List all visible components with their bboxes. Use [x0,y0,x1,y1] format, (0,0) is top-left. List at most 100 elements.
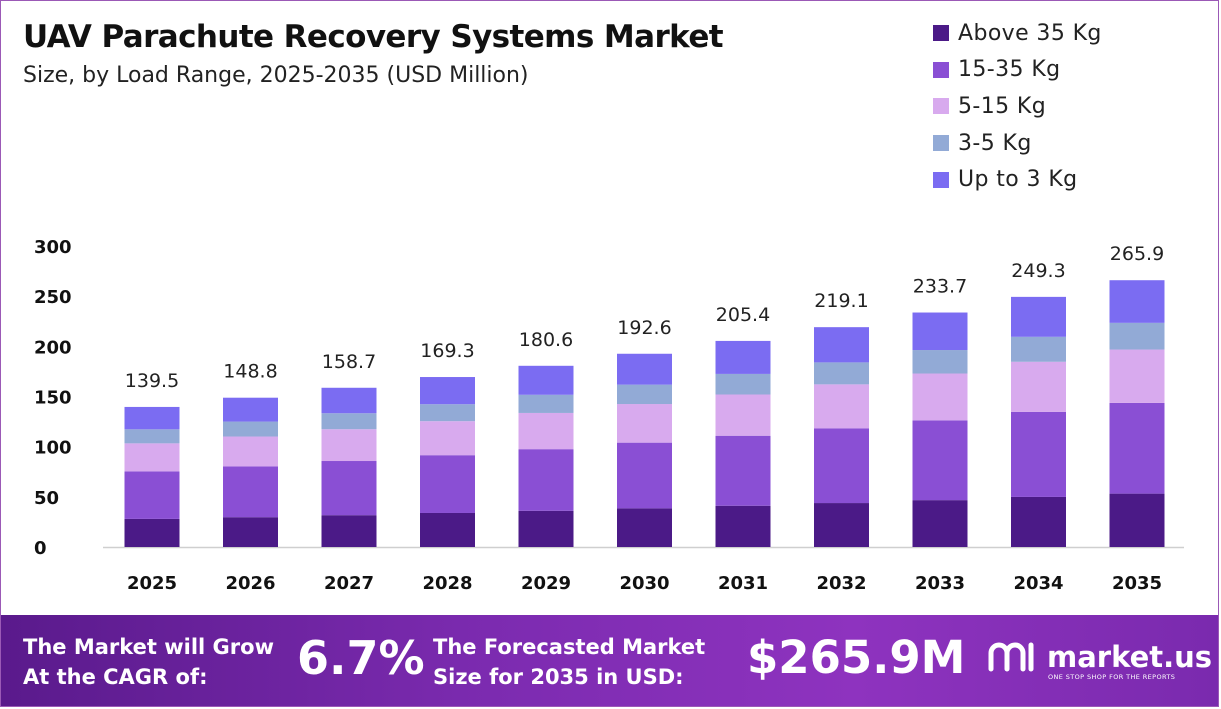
bar-total-label: 192.6 [617,317,671,339]
bar-segment [223,436,278,467]
bar-segment [518,412,574,450]
bar-segment [1109,402,1165,494]
chart-legend: Above 35 Kg 15-35 Kg 5-15 Kg 3-5 Kg Up t… [933,15,1102,198]
bar-segment [321,387,377,414]
cagr-caption-line2: At the CAGR of: [23,665,208,689]
bar-segment [814,327,869,363]
legend-label: 15-35 Kg [958,57,1061,83]
legend-item-15-35-kg: 15-35 Kg [933,52,1102,89]
y-tick-label: 0 [34,538,47,559]
bar-segment [912,350,968,374]
bar-segment [1011,296,1066,337]
bar-segment [321,461,377,516]
bar-segment [715,435,771,506]
bar-segment [420,404,475,422]
market-us-logo-icon [988,642,1034,672]
chart-header: UAV Parachute Recovery Systems Market Si… [23,19,724,88]
brand-logo[interactable]: market.us [987,639,1212,675]
legend-item-5-15-kg: 5-15 Kg [933,88,1102,125]
bar-segment [124,406,180,430]
bar-segment [617,384,672,405]
bar-segment [518,449,574,511]
legend-label: 3-5 Kg [958,130,1032,156]
bar-segment [420,377,475,405]
bar-segment [1109,322,1165,350]
y-tick-label: 50 [34,488,59,509]
forecast-caption-line1: The Forecasted Market [433,635,706,659]
y-tick-label: 300 [34,237,72,258]
summary-footer: The Market will Grow At the CAGR of: 6.7… [1,615,1218,706]
bar-segment [814,503,869,547]
bar-segment [715,340,771,374]
bar-segment [715,373,771,395]
y-tick-label: 250 [34,287,72,308]
legend-swatch [933,135,949,152]
x-tick-label: 2028 [422,573,472,594]
x-tick-label: 2033 [915,573,965,594]
cagr-caption-line1: The Market will Grow [23,635,274,659]
y-tick-label: 100 [34,438,72,459]
y-tick-label: 150 [34,388,72,409]
x-tick-label: 2034 [1013,573,1063,594]
bar-segment [321,429,377,462]
bar-segment [518,394,574,413]
bar-segment [617,353,672,385]
cagr-value: 6.7% [297,631,425,685]
brand-name: market.us [1047,640,1213,674]
bar-segment [223,517,278,547]
bar-segment [124,471,180,519]
chart-title: UAV Parachute Recovery Systems Market [23,19,724,55]
legend-swatch [933,171,949,188]
x-tick-label: 2029 [521,573,571,594]
bar-segment [912,420,968,501]
bar-segment [715,394,771,436]
bar-segment [223,466,278,518]
brand-tagline: ONE STOP SHOP FOR THE REPORTS [1048,673,1176,681]
bar-total-label: 233.7 [913,276,967,298]
bar-segment [420,455,475,513]
bar-total-label: 139.5 [125,370,179,392]
stacked-bar-chart: 0 50 100 150 200 250 300 139.5 2025 148.8 2026 158.… [34,237,1184,594]
bar-segment [223,421,278,437]
bar-total-label: 148.8 [223,361,277,383]
forecast-caption: The Forecasted Market Size for 2035 in U… [433,632,705,692]
legend-item-3-5-kg: 3-5 Kg [933,125,1102,162]
legend-swatch [933,98,949,115]
bar-segment [1011,336,1066,362]
cagr-caption: The Market will Grow At the CAGR of: [23,632,274,692]
bar-segment [814,384,869,429]
bar-segment [223,397,278,422]
legend-label: 5-15 Kg [958,93,1047,119]
bar-total-label: 169.3 [420,340,474,362]
legend-item-above-35-kg: Above 35 Kg [933,15,1102,52]
chart-subtitle: Size, by Load Range, 2025-2035 (USD Mill… [23,63,529,88]
bar-segment [814,428,869,504]
bar-total-label: 158.7 [322,351,376,373]
forecast-value: $265.9M [747,631,966,684]
bar-segment [124,443,180,472]
bar-segment [617,404,672,443]
bar-segment [124,429,180,444]
bar-total-label: 219.1 [814,290,868,312]
bar-segment [124,518,180,547]
legend-swatch [933,61,949,78]
bar-segment [1109,493,1165,547]
bar-total-label: 180.6 [519,329,573,351]
bar-segment [1011,496,1066,547]
bar-total-label: 205.4 [716,304,770,326]
bar-total-label: 265.9 [1110,243,1164,265]
bar-segment [321,413,377,430]
legend-label: Up to 3 Kg [958,167,1078,193]
bar-segment [912,373,968,421]
bar-segment [1109,280,1165,323]
bar-segment [1011,411,1066,497]
legend-label: Above 35 Kg [958,20,1102,46]
x-tick-label: 2035 [1112,573,1162,594]
bar-total-label: 249.3 [1011,260,1065,282]
bar-segment [912,312,968,351]
bar-segment [321,515,377,547]
legend-item-up-to-3-kg: Up to 3 Kg [933,161,1102,198]
forecast-caption-line2: Size for 2035 in USD: [433,665,684,689]
bar-segment [518,365,574,395]
